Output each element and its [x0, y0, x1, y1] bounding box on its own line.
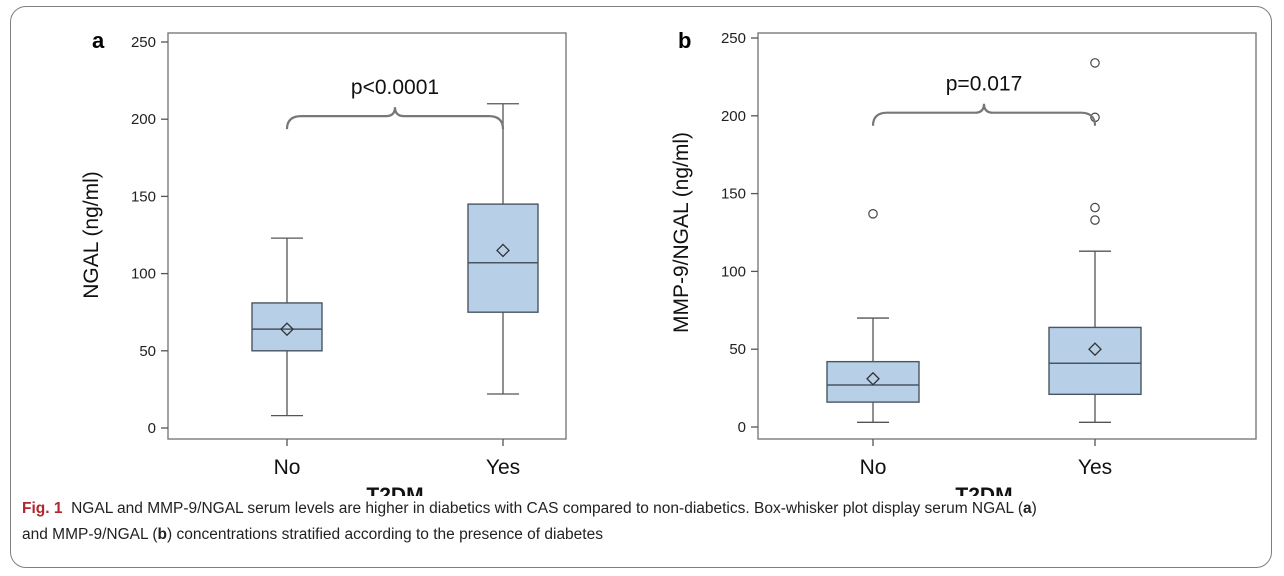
- caption-line1-end: ): [1031, 500, 1037, 517]
- significance-bracket: [285, 107, 505, 130]
- caption-ref-a: a: [1023, 500, 1032, 517]
- y-axis-title: NGAL (ng/ml): [80, 171, 103, 299]
- mean-marker: [280, 322, 294, 337]
- p-value-label: p<0.0001: [351, 76, 439, 99]
- chart-panel-b: b 0 50 100 150 200 250 MMP-9/NGAL (ng/ml) No Yes T…: [670, 28, 1257, 496]
- panel-letter: a: [92, 28, 105, 53]
- x-tick-label: No: [274, 456, 301, 479]
- box-iqr: [467, 203, 539, 313]
- outlier-point: [868, 209, 878, 219]
- x-tick-label: Yes: [1078, 456, 1112, 479]
- y-tick-label: 250: [721, 30, 746, 47]
- figure-caption: Fig. 1 NGAL and MMP-9/NGAL serum levels …: [22, 496, 1272, 548]
- outlier-point: [1090, 58, 1100, 68]
- figure-frame: [10, 6, 1272, 568]
- caption-ref-b: b: [157, 526, 167, 543]
- caption-figure-label: Fig. 1: [22, 500, 63, 517]
- y-tick-label: 0: [738, 419, 746, 436]
- mean-marker: [496, 243, 510, 258]
- y-axis-title: MMP-9/NGAL (ng/ml): [670, 132, 693, 333]
- p-value-label: p=0.017: [946, 73, 1023, 96]
- x-tick-label: No: [860, 456, 887, 479]
- plot-frame: [167, 32, 567, 440]
- chart-panel-a: a 0 50 100 150 200 250 NGAL (ng/ml) No Yes T2DM p<0…: [80, 28, 567, 496]
- x-tick-label: Yes: [486, 456, 520, 479]
- box-iqr: [1048, 326, 1142, 396]
- box-iqr: [251, 302, 323, 352]
- significance-bracket: [871, 103, 1097, 126]
- y-tick-label: 200: [131, 111, 156, 128]
- outlier-point: [1090, 215, 1100, 225]
- y-tick-label: 50: [139, 343, 156, 360]
- caption-line2-end: ) concentrations stratified according to…: [167, 526, 603, 543]
- y-tick-label: 150: [721, 186, 746, 203]
- y-tick-label: 50: [729, 341, 746, 358]
- y-tick-label: 100: [131, 266, 156, 283]
- box-iqr: [826, 360, 920, 403]
- plot-frame: [757, 32, 1257, 440]
- x-axis-title: T2DM: [366, 484, 423, 496]
- y-tick-label: 250: [131, 34, 156, 51]
- y-tick-label: 150: [131, 188, 156, 205]
- panel-letter: b: [678, 28, 691, 53]
- outlier-point: [1090, 202, 1100, 213]
- mean-marker: [1088, 342, 1102, 357]
- x-axis-title: T2DM: [955, 484, 1012, 496]
- caption-line2-start: and MMP-9/NGAL (: [22, 526, 158, 543]
- caption-line1: NGAL and MMP-9/NGAL serum levels are hig…: [71, 500, 1024, 517]
- figure-canvas: a 0 50 100 150 200 250 NGAL (ng/ml) No Yes T2DM p<0…: [80, 28, 1257, 496]
- y-tick-label: 100: [721, 263, 746, 280]
- y-tick-label: 200: [721, 108, 746, 125]
- mean-marker: [866, 371, 880, 386]
- y-tick-label: 0: [148, 420, 156, 437]
